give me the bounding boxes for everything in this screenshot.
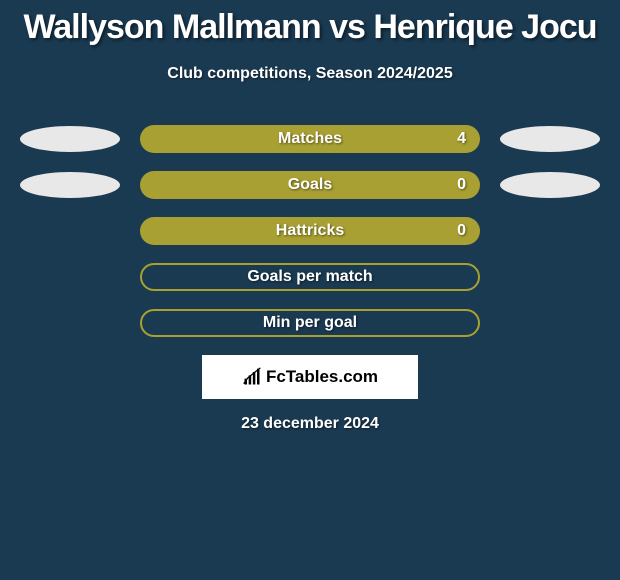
stat-value: 0	[457, 222, 466, 240]
stat-row: Goals per match	[0, 263, 620, 291]
stat-label: Goals per match	[247, 268, 372, 286]
left-ellipse	[20, 172, 120, 198]
stat-label: Min per goal	[263, 314, 357, 332]
stat-row: Goals 0	[0, 171, 620, 199]
stat-label: Matches	[278, 130, 342, 148]
stat-row: Hattricks 0	[0, 217, 620, 245]
comparison-title: Wallyson Mallmann vs Henrique Jocu	[0, 0, 620, 47]
stats-container: Matches 4 Goals 0 Hattricks 0 Goals per match M…	[0, 125, 620, 337]
logo-text: FcTables.com	[266, 367, 378, 387]
logo-box: FcTables.com	[202, 355, 418, 399]
stat-label: Hattricks	[276, 222, 344, 240]
stat-label: Goals	[288, 176, 332, 194]
stat-bar: Hattricks 0	[140, 217, 480, 245]
date-text: 23 december 2024	[0, 415, 620, 433]
right-ellipse	[500, 172, 600, 198]
stat-value: 4	[457, 130, 466, 148]
stat-bar: Min per goal	[140, 309, 480, 337]
stat-bar: Matches 4	[140, 125, 480, 153]
stat-row: Min per goal	[0, 309, 620, 337]
stat-value: 0	[457, 176, 466, 194]
stat-bar: Goals per match	[140, 263, 480, 291]
chart-icon	[242, 367, 262, 387]
right-ellipse	[500, 126, 600, 152]
season-subtitle: Club competitions, Season 2024/2025	[0, 65, 620, 83]
stat-bar: Goals 0	[140, 171, 480, 199]
left-ellipse	[20, 126, 120, 152]
stat-row: Matches 4	[0, 125, 620, 153]
